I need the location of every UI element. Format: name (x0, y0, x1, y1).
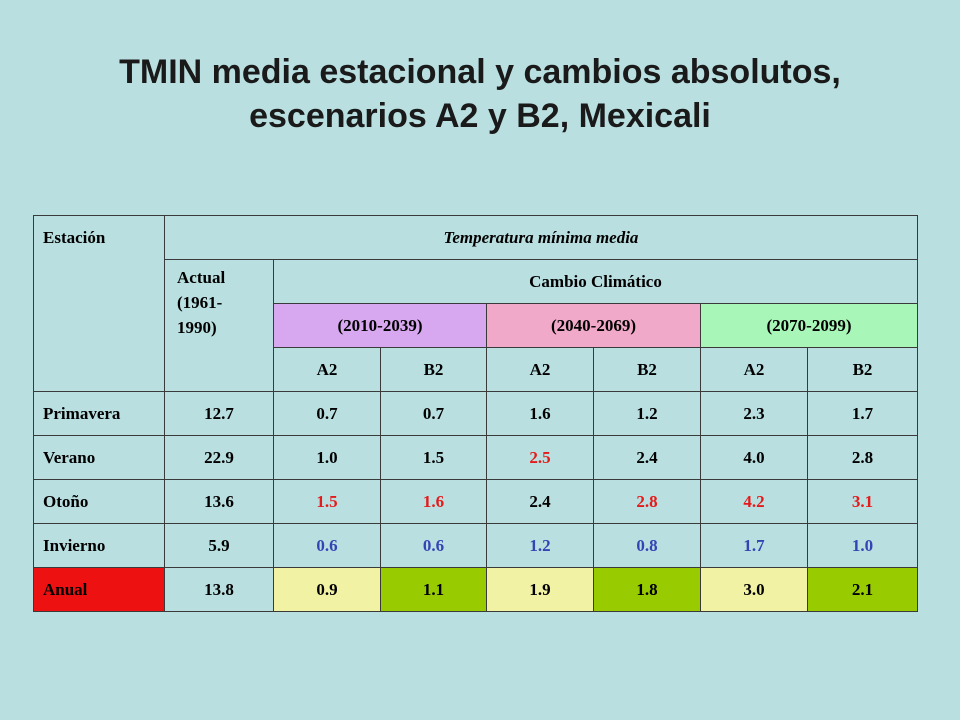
actual-cell: 22.9 (164, 435, 274, 480)
period-2040-2069: (2040-2069) (486, 303, 701, 348)
row-label: Primavera (33, 391, 165, 436)
scenario-cell: A2 (486, 347, 594, 392)
scenario-cell: A2 (273, 347, 381, 392)
header-temp-min: Temperatura mínima media (164, 215, 918, 260)
value-cell: 1.0 (273, 435, 381, 480)
scenario-cell: A2 (700, 347, 808, 392)
row-label: Otoño (33, 479, 165, 524)
value-cell: 1.1 (380, 567, 487, 612)
title-line-1: TMIN media estacional y cambios absoluto… (119, 53, 841, 91)
value-cell: 3.0 (700, 567, 808, 612)
period-2010-2039: (2010-2039) (273, 303, 487, 348)
row-label: Anual (33, 567, 165, 612)
value-cell: 0.7 (273, 391, 381, 436)
value-cell: 1.7 (700, 523, 808, 568)
scenario-cell: B2 (380, 347, 487, 392)
value-cell: 2.1 (807, 567, 918, 612)
value-cell: 4.0 (700, 435, 808, 480)
period-2070-2099: (2070-2099) (700, 303, 918, 348)
header-row-scenarios: A2 B2 A2 B2 A2 B2 (34, 347, 918, 392)
actual-cell: 13.6 (164, 479, 274, 524)
value-cell: 1.5 (273, 479, 381, 524)
value-cell: 2.4 (593, 435, 701, 480)
value-cell: 1.2 (593, 391, 701, 436)
page-title: TMIN media estacional y cambios absoluto… (0, 50, 960, 138)
header-cambio: Cambio Climático (273, 259, 918, 304)
row-label: Verano (33, 435, 165, 480)
header-actual: Actual (1961- 1990) (164, 259, 274, 392)
value-cell: 4.2 (700, 479, 808, 524)
table-row: Invierno 5.9 0.6 0.6 1.2 0.8 1.7 1.0 (33, 523, 918, 568)
value-cell: 1.0 (807, 523, 918, 568)
header-estacion: Estación (33, 215, 165, 392)
table-row: Primavera 12.7 0.7 0.7 1.6 1.2 2.3 1.7 (33, 391, 918, 436)
value-cell: 2.8 (593, 479, 701, 524)
value-cell: 3.1 (807, 479, 918, 524)
value-cell: 1.9 (486, 567, 594, 612)
table-row: Otoño 13.6 1.5 1.6 2.4 2.8 4.2 3.1 (33, 479, 918, 524)
header-row-2: Actual (1961- 1990) Cambio Climático (34, 259, 918, 392)
header-actual-line-3: 1990) (177, 318, 217, 337)
scenario-cell: B2 (593, 347, 701, 392)
value-cell: 1.5 (380, 435, 487, 480)
value-cell: 1.6 (380, 479, 487, 524)
value-cell: 2.5 (486, 435, 594, 480)
value-cell: 0.7 (380, 391, 487, 436)
value-cell: 1.6 (486, 391, 594, 436)
scenario-cell: B2 (807, 347, 918, 392)
value-cell: 1.7 (807, 391, 918, 436)
actual-cell: 12.7 (164, 391, 274, 436)
table-row-anual: Anual 13.8 0.9 1.1 1.9 1.8 3.0 2.1 (33, 567, 918, 612)
actual-cell: 5.9 (164, 523, 274, 568)
tmin-table: Estación Temperatura mínima media Actual… (33, 215, 918, 612)
value-cell: 1.2 (486, 523, 594, 568)
value-cell: 0.8 (593, 523, 701, 568)
value-cell: 2.8 (807, 435, 918, 480)
value-cell: 2.3 (700, 391, 808, 436)
header-row-periods: (2010-2039) (2040-2069) (2070-2099) (34, 303, 918, 348)
actual-cell: 13.8 (164, 567, 274, 612)
value-cell: 0.6 (380, 523, 487, 568)
row-label: Invierno (33, 523, 165, 568)
title-line-2: escenarios A2 y B2, Mexicali (249, 97, 711, 135)
header-actual-line-2: (1961- (177, 293, 223, 312)
header-actual-line-1: Actual (177, 268, 226, 287)
table-row: Verano 22.9 1.0 1.5 2.5 2.4 4.0 2.8 (33, 435, 918, 480)
value-cell: 0.6 (273, 523, 381, 568)
value-cell: 1.8 (593, 567, 701, 612)
header-row-1: Estación Temperatura mínima media (33, 215, 918, 392)
value-cell: 2.4 (486, 479, 594, 524)
value-cell: 0.9 (273, 567, 381, 612)
